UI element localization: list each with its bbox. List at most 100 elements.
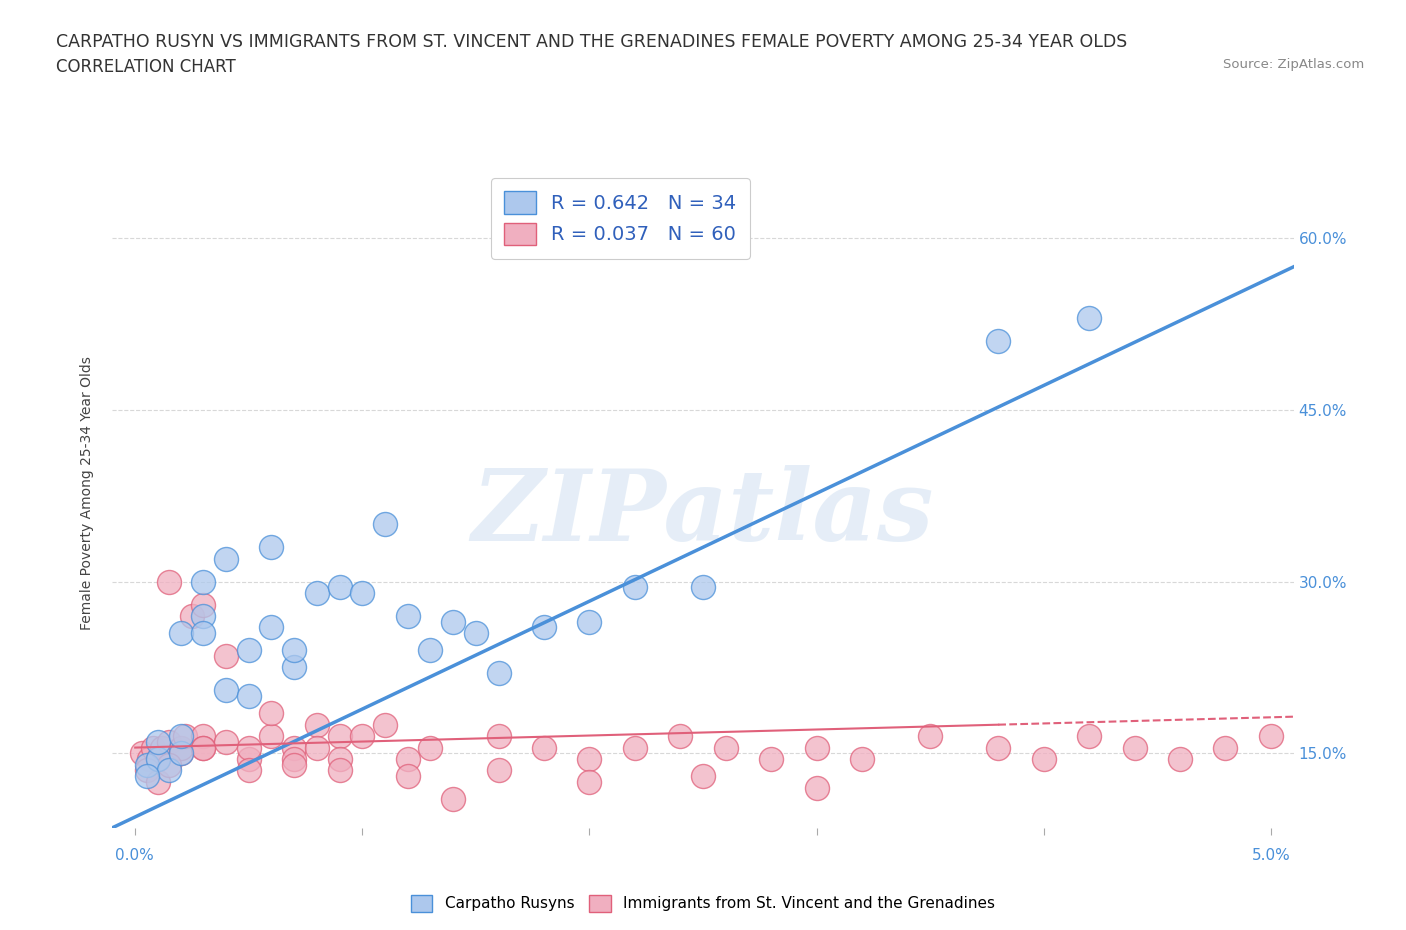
Point [578,751,600,766]
Point [305,717,328,732]
Point [138,751,160,766]
Point [624,580,647,595]
Point [169,729,191,744]
Point [260,729,283,744]
Text: ZIPatlas: ZIPatlas [472,465,934,561]
Legend: R = 0.642   N = 34, R = 0.037   N = 60: R = 0.642 N = 34, R = 0.037 N = 60 [491,178,749,259]
Point [260,539,283,554]
Point [806,740,828,755]
Point [533,740,555,755]
Point [135,757,157,772]
Point [352,586,374,601]
Point [169,626,191,641]
Point [238,688,260,703]
Point [396,751,419,766]
Y-axis label: Female Poverty Among 25-34 Year Olds: Female Poverty Among 25-34 Year Olds [80,356,94,630]
Point [283,740,305,755]
Point [1260,729,1282,744]
Point [533,620,555,635]
Point [488,763,510,777]
Point [396,608,419,623]
Point [329,763,352,777]
Point [464,626,486,641]
Point [1032,751,1054,766]
Text: CORRELATION CHART: CORRELATION CHART [56,58,236,75]
Point [193,597,215,612]
Point [851,751,873,766]
Point [193,740,215,755]
Point [152,740,174,755]
Point [215,735,238,750]
Text: 0.0%: 0.0% [115,848,155,863]
Point [488,729,510,744]
Point [578,614,600,629]
Point [1123,740,1146,755]
Point [238,740,260,755]
Text: CARPATHO RUSYN VS IMMIGRANTS FROM ST. VINCENT AND THE GRENADINES FEMALE POVERTY : CARPATHO RUSYN VS IMMIGRANTS FROM ST. VI… [56,33,1128,50]
Point [215,648,238,663]
Point [193,729,215,744]
Point [283,751,305,766]
Point [135,769,157,784]
Point [193,608,215,623]
Legend: Carpatho Rusyns, Immigrants from St. Vincent and the Grenadines: Carpatho Rusyns, Immigrants from St. Vin… [405,889,1001,918]
Point [283,757,305,772]
Point [157,735,180,750]
Point [283,643,305,658]
Point [488,666,510,681]
Point [1168,751,1191,766]
Point [169,740,191,755]
Point [305,740,328,755]
Point [374,517,396,532]
Point [419,740,441,755]
Point [146,735,169,750]
Point [215,551,238,566]
Point [283,660,305,675]
Point [238,751,260,766]
Text: Source: ZipAtlas.com: Source: ZipAtlas.com [1223,58,1364,71]
Point [193,626,215,641]
Point [692,769,714,784]
Point [578,775,600,790]
Point [987,334,1010,349]
Point [692,580,714,595]
Point [131,746,153,761]
Point [260,620,283,635]
Point [157,574,180,589]
Point [174,729,197,744]
Point [329,729,352,744]
Point [135,763,157,777]
Point [624,740,647,755]
Point [146,751,169,766]
Point [169,746,191,761]
Point [1215,740,1237,755]
Point [329,580,352,595]
Point [193,574,215,589]
Point [305,586,328,601]
Point [157,757,180,772]
Point [1078,729,1101,744]
Point [669,729,692,744]
Text: 5.0%: 5.0% [1251,848,1291,863]
Point [714,740,737,755]
Point [352,729,374,744]
Point [441,791,464,806]
Point [157,763,180,777]
Point [169,746,191,761]
Point [441,614,464,629]
Point [142,740,165,755]
Point [396,769,419,784]
Point [193,740,215,755]
Point [238,643,260,658]
Point [806,780,828,795]
Point [146,751,169,766]
Point [329,751,352,766]
Point [238,763,260,777]
Point [1078,311,1101,325]
Point [215,683,238,698]
Point [419,643,441,658]
Point [374,717,396,732]
Point [759,751,782,766]
Point [260,706,283,721]
Point [987,740,1010,755]
